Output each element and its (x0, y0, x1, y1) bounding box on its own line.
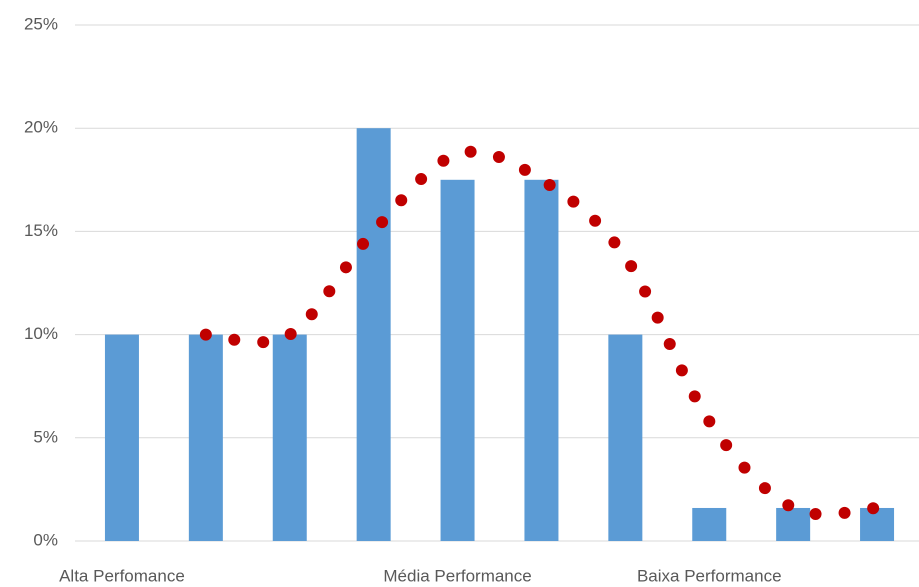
bar (272, 334, 307, 541)
y-tick-label: 20% (24, 118, 58, 137)
bar (356, 128, 391, 541)
bar (440, 179, 475, 542)
bar (104, 334, 139, 541)
x-tick-label: Alta Perfomance (59, 566, 185, 585)
trend-line (199, 145, 884, 521)
bar (692, 507, 727, 541)
bar (776, 507, 811, 541)
bar (188, 334, 223, 541)
y-tick-label: 25% (24, 14, 58, 33)
y-tick-label: 10% (24, 324, 58, 343)
bar (524, 179, 559, 542)
bar (608, 334, 643, 541)
y-tick-label: 15% (24, 221, 58, 240)
x-tick-label: Média Performance (383, 566, 531, 585)
y-tick-label: 5% (33, 427, 58, 446)
bar (860, 507, 895, 541)
y-tick-label: 0% (33, 530, 58, 549)
x-tick-label: Baixa Performance (637, 566, 782, 585)
